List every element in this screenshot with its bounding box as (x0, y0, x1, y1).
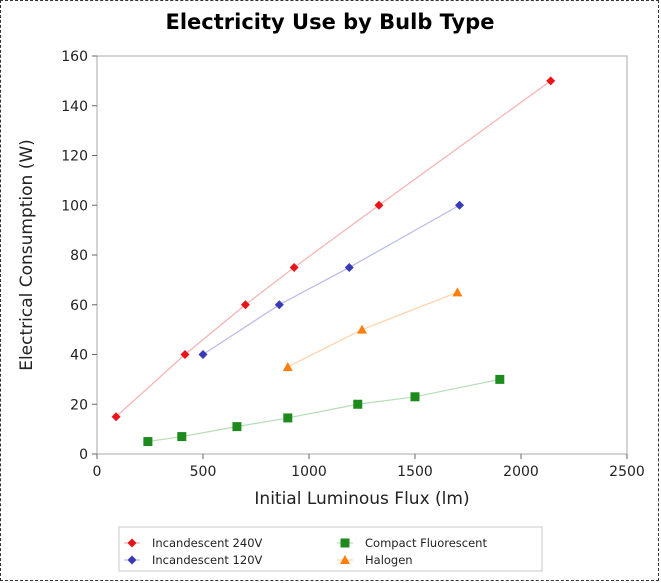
data-point-halogen (357, 324, 367, 334)
y-tick-label: 120 (61, 149, 88, 165)
series-line-incandescent-240v (115, 80, 552, 418)
data-point-incandescent-240v (289, 262, 299, 272)
legend-label-incandescent-120v: Incandescent 120V (152, 553, 263, 567)
data-point-incandescent-240v (180, 350, 190, 359)
data-point-halogen (452, 287, 463, 297)
y-tick-label: 160 (61, 49, 88, 65)
data-point-compact-fluorescent (143, 437, 153, 447)
y-tick-label: 20 (70, 397, 88, 413)
data-point-compact-fluorescent (177, 432, 187, 442)
data-point-compact-fluorescent (495, 374, 505, 384)
data-point-incandescent-120v (455, 200, 465, 210)
legend-label-compact-fluorescent: Compact Fluorescent (365, 536, 487, 550)
data-point-incandescent-240v (111, 412, 121, 422)
y-axis-label: Electrical Consumption (W) (17, 139, 37, 371)
x-axis-label: Initial Luminous Flux (lm) (254, 489, 469, 509)
y-tick-label: 80 (70, 248, 88, 264)
legend: Incandescent 240V Incandescent 120V Compac… (118, 526, 543, 572)
legend-label-incandescent-240v: Incandescent 240V (152, 536, 263, 550)
plot-area (96, 55, 628, 455)
legend-marker-compact-fluorescent (340, 538, 350, 548)
data-point-compact-fluorescent (232, 422, 242, 432)
legend-marker-halogen (340, 555, 350, 564)
x-tick-label: 1500 (397, 464, 433, 480)
x-tick-label: 500 (190, 464, 217, 480)
data-point-incandescent-120v (344, 262, 354, 272)
y-tick-label: 100 (61, 198, 88, 214)
data-point-incandescent-120v (274, 300, 284, 310)
y-tick-label: 60 (70, 298, 88, 314)
y-tick-label: 0 (79, 447, 88, 463)
data-point-incandescent-240v (546, 76, 556, 86)
data-point-compact-fluorescent (283, 413, 293, 423)
chart-title: Electricity Use by Bulb Type (166, 10, 495, 34)
data-point-halogen (282, 361, 293, 371)
x-tick-label: 0 (93, 464, 102, 480)
data-point-incandescent-120v (198, 350, 208, 359)
x-tick-label: 2000 (503, 464, 539, 480)
legend-label-halogen: Halogen (365, 553, 413, 567)
data-point-incandescent-240v (240, 300, 250, 310)
y-tick-label: 40 (70, 348, 88, 364)
y-axis-ticks: 0 20 40 60 80 100 120 140 160 (61, 49, 97, 463)
data-point-incandescent-240v (374, 200, 384, 210)
x-tick-label: 2500 (609, 464, 645, 480)
legend-items: Incandescent 240V Incandescent 120V Compac… (124, 536, 487, 567)
series-markers (111, 76, 556, 447)
legend-box (118, 526, 543, 572)
legend-marker-incandescent-240v (127, 538, 137, 548)
series-line-incandescent-120v (202, 204, 460, 356)
data-point-compact-fluorescent (353, 399, 363, 409)
x-tick-label: 1000 (291, 464, 327, 480)
data-point-compact-fluorescent (410, 392, 420, 402)
legend-marker-incandescent-120v (127, 555, 137, 565)
y-tick-label: 140 (61, 99, 88, 115)
x-axis-ticks: 0 500 1000 1500 2000 2500 (93, 454, 645, 480)
